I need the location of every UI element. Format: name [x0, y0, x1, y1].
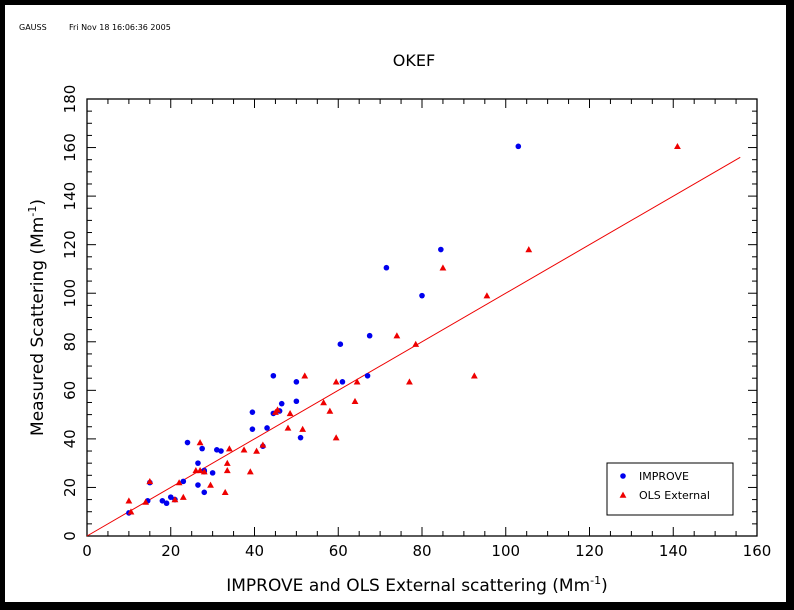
improve-point	[339, 379, 346, 385]
ols-external-point	[240, 446, 248, 453]
improve-point	[270, 372, 277, 379]
y-axis-title: Measured Scattering (Mm-1)	[26, 199, 48, 436]
data-points	[86, 142, 741, 537]
improve-point	[383, 264, 390, 271]
improve-point	[218, 448, 224, 454]
y-tick-label: 120	[61, 230, 79, 259]
improve-point	[180, 478, 187, 485]
x-tick-label: 80	[412, 542, 431, 560]
improve-point	[293, 398, 300, 405]
ols-external-point	[127, 508, 135, 515]
ols-external-point	[301, 372, 309, 379]
legend-marker-ols-external	[619, 491, 627, 498]
improve-point	[364, 372, 371, 379]
x-tick-label: 40	[245, 542, 264, 560]
x-tick-label: 100	[491, 542, 520, 560]
improve-point	[163, 500, 170, 507]
ols-external-point	[207, 481, 214, 488]
y-tick-label: 20	[61, 478, 79, 497]
legend-box	[606, 462, 734, 516]
plot-timestamp: Fri Nov 18 16:06:36 2005	[69, 23, 171, 32]
legend-label: OLS External	[639, 489, 710, 502]
ols-external-point	[142, 498, 150, 505]
legend: IMPROVE OLS External	[606, 462, 734, 516]
ols-external-point	[179, 493, 187, 500]
y-tick-label: 100	[61, 279, 79, 308]
ols-external-point	[326, 407, 334, 414]
ols-external-point	[353, 378, 361, 385]
ols-external-point	[221, 488, 229, 496]
y-tick-label: 0	[61, 531, 79, 541]
ols-external-point	[406, 378, 413, 385]
y-tick-label: 140	[61, 182, 79, 211]
improve-point	[293, 379, 300, 385]
improve-point	[337, 341, 344, 348]
x-axis-title: IMPROVE and OLS External scattering (Mm-…	[226, 574, 608, 596]
y-tick-label: 80	[61, 332, 79, 351]
ols-external-point	[470, 372, 478, 379]
chart-title: OKEF	[393, 51, 435, 70]
improve-point	[195, 482, 201, 488]
improve-point	[184, 439, 191, 446]
ols-external-point	[253, 447, 260, 454]
ols-external-point	[175, 479, 183, 486]
improve-point	[199, 445, 205, 452]
ols-external-point	[525, 246, 533, 253]
x-tick-label: 60	[329, 542, 348, 560]
improve-point	[201, 489, 208, 496]
ols-external-point	[125, 497, 133, 504]
improve-point	[264, 425, 270, 431]
y-tick-label: 60	[61, 381, 79, 400]
improve-point	[515, 143, 522, 150]
y-tick-label: 160	[61, 133, 79, 162]
ols-external-point	[332, 378, 340, 385]
improve-point	[438, 246, 444, 253]
improve-point	[419, 292, 425, 299]
x-tick-label: 20	[161, 542, 180, 560]
program-name: GAUSS	[19, 23, 47, 32]
ols-external-point	[299, 425, 307, 432]
improve-point	[278, 400, 285, 407]
ols-external-point	[225, 445, 233, 452]
ols-external-point	[200, 468, 208, 475]
y-tick-label: 180	[61, 85, 79, 114]
ols-external-point	[284, 424, 292, 431]
axes: 0 20 40 60 80 100 120 140 160 0 20 40 60 80 100 120 140 1…	[61, 85, 771, 560]
legend-marker-improve	[620, 473, 626, 479]
x-tick-label: 160	[743, 542, 772, 560]
ols-external-point	[259, 441, 267, 448]
improve-point	[159, 497, 166, 504]
ols-external-point	[320, 399, 327, 406]
ols-external-point	[286, 409, 294, 417]
legend-label: IMPROVE	[639, 470, 689, 483]
x-tick-label: 120	[575, 542, 604, 560]
ols-external-point	[351, 397, 359, 404]
x-tick-label: 0	[82, 542, 92, 560]
ols-external-point	[274, 406, 281, 413]
improve-point	[249, 409, 256, 415]
improve-point	[297, 434, 304, 441]
ols-external-point	[332, 434, 340, 441]
ols-external-point	[674, 142, 681, 150]
improve-point	[209, 470, 216, 476]
ols-external-point	[246, 468, 254, 475]
ols-external-point	[439, 264, 447, 271]
ols-external-point	[223, 459, 231, 466]
ols-external-point	[412, 340, 420, 347]
y-tick-label: 40	[61, 429, 79, 448]
improve-point	[249, 426, 256, 432]
ols-external-point	[146, 477, 154, 485]
improve-point	[167, 494, 174, 500]
ols-external-point	[223, 467, 231, 474]
ols-external-point	[171, 496, 179, 503]
x-tick-label: 140	[659, 542, 688, 560]
improve-point	[366, 332, 373, 339]
ols-external-point	[196, 467, 204, 474]
ols-external-point	[196, 439, 204, 446]
ols-external-point	[393, 332, 401, 339]
ols-external-point	[483, 292, 491, 299]
improve-point	[195, 460, 201, 466]
